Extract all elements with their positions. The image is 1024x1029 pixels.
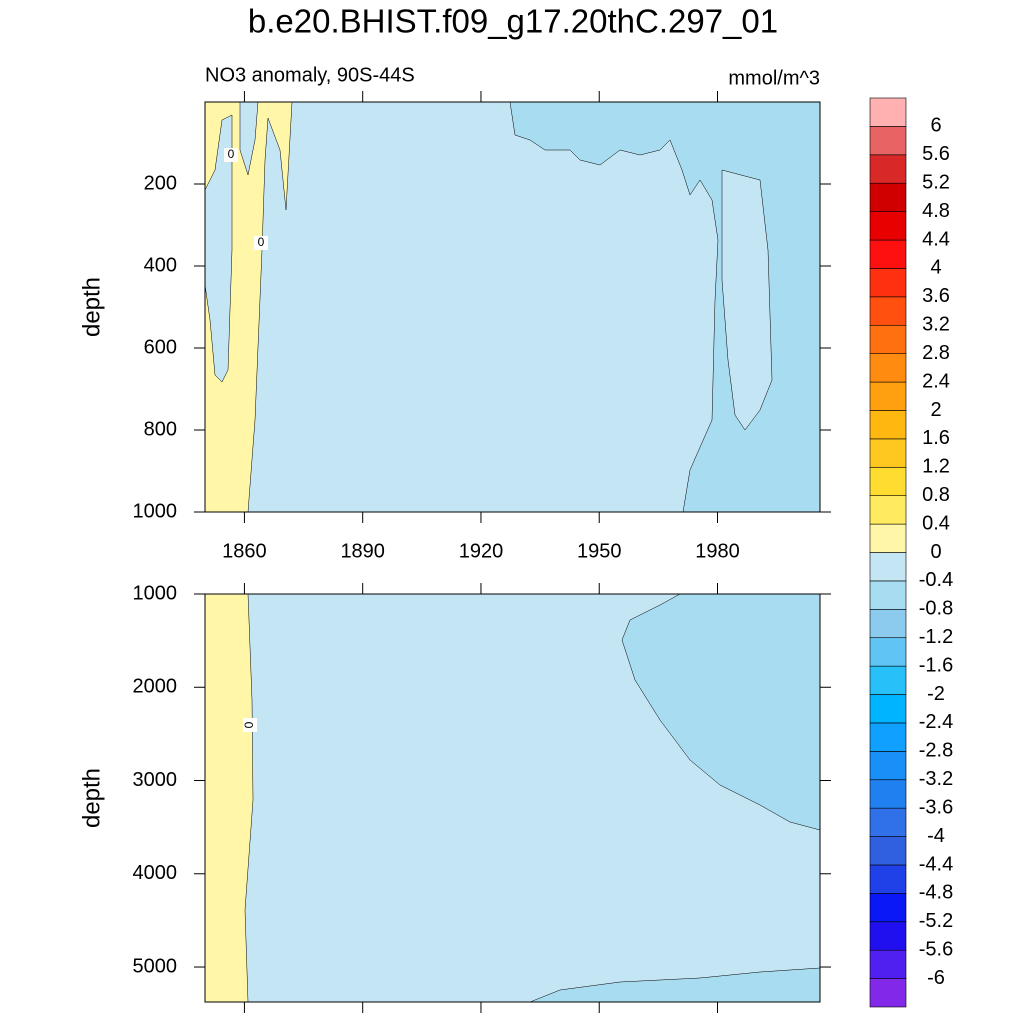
y-axis-label: depth (78, 277, 105, 337)
colorbar-box (869, 268, 907, 298)
contour-label: 0 (258, 235, 265, 249)
colorbar-box (869, 381, 907, 411)
colorbar-box (869, 609, 907, 639)
colorbar-label: 2.4 (922, 370, 950, 392)
colorbar-box (869, 466, 907, 496)
contour-label-bg (243, 718, 257, 732)
colorbar-box (869, 438, 907, 468)
colorbar-box (869, 410, 907, 440)
colorbar-box (869, 637, 907, 667)
x-tick-label: 1950 (577, 540, 622, 562)
colorbar-box (869, 154, 907, 184)
colorbar-label: 0.8 (922, 484, 950, 506)
contour-region (721, 169, 773, 431)
colorbar-label: -3.2 (919, 768, 953, 790)
colorbar-label: 3.6 (922, 285, 950, 307)
colorbar-box (869, 324, 907, 354)
colorbar-box (869, 552, 907, 582)
contour-label-bg (254, 236, 268, 250)
colorbar-box (869, 836, 907, 866)
colorbar-box (869, 97, 907, 127)
y-tick-label: 1000 (133, 582, 178, 604)
y-tick-label: 800 (144, 418, 177, 440)
colorbar-label: -2.8 (919, 740, 953, 762)
colorbar-label: -4.4 (919, 853, 953, 875)
y-tick-label: 400 (144, 254, 177, 276)
colorbar-label: 1.6 (922, 427, 950, 449)
colorbar-label: 4.8 (922, 200, 950, 222)
colorbar-box (869, 665, 907, 695)
colorbar-label: 1.2 (922, 456, 950, 478)
colorbar-label: -3.6 (919, 796, 953, 818)
colorbar-box (869, 353, 907, 383)
y-tick-label: 3000 (133, 769, 178, 791)
x-tick-label: 1980 (695, 540, 740, 562)
colorbar-box (869, 523, 907, 553)
y-tick-label: 600 (144, 336, 177, 358)
colorbar-label: 5.6 (922, 143, 950, 165)
colorbar-label: -2.4 (919, 711, 953, 733)
colorbar-box (869, 694, 907, 724)
colorbar-label: -4.8 (919, 882, 953, 904)
y-tick-label: 5000 (133, 955, 178, 977)
colorbar-box (869, 495, 907, 525)
plot-frame (204, 593, 821, 1003)
colorbar-label: -2 (927, 683, 945, 705)
colorbar-box (869, 807, 907, 837)
colorbar-label: 5.2 (922, 172, 950, 194)
colorbar-box (869, 949, 907, 979)
colorbar-box (869, 864, 907, 894)
colorbar-label: -5.6 (919, 938, 953, 960)
colorbar-label: 0.4 (922, 512, 950, 534)
colorbar-box (869, 239, 907, 269)
colorbar-label: 4 (930, 257, 941, 279)
contour-region (204, 114, 233, 383)
y-tick-label: 2000 (133, 676, 178, 698)
subtitle-left: NO3 anomaly, 90S-44S (205, 64, 415, 86)
colorbar-label: 6 (930, 115, 941, 137)
colorbar-label: 0 (930, 541, 941, 563)
colorbar-label: -0.4 (919, 569, 953, 591)
plot-frame (204, 101, 821, 513)
colorbar-box (869, 921, 907, 951)
colorbar-box (869, 978, 907, 1008)
colorbar-label: -4 (927, 825, 945, 847)
colorbar-label: -5.2 (919, 910, 953, 932)
chart-title: b.e20.BHIST.f09_g17.20thC.297_01 (248, 3, 778, 40)
colorbar-box (869, 893, 907, 923)
x-tick-label: 1920 (459, 540, 504, 562)
colorbar-box (869, 751, 907, 781)
y-axis-label: depth (78, 768, 105, 828)
colorbar-label: 3.2 (922, 314, 950, 336)
x-tick-label: 1890 (340, 540, 385, 562)
contour-label: 0 (228, 147, 235, 161)
y-tick-label: 4000 (133, 862, 178, 884)
colorbar-box (869, 296, 907, 326)
colorbar-box (869, 779, 907, 809)
colorbar-label: 4.4 (922, 228, 950, 250)
colorbar-box (869, 580, 907, 610)
contour-region (204, 593, 254, 1003)
y-tick-label: 200 (144, 172, 177, 194)
y-tick-label: 1000 (133, 500, 178, 522)
contour-label-bg (224, 148, 238, 162)
contour-label: 0 (242, 721, 256, 728)
colorbar-label: -1.2 (919, 626, 953, 648)
colorbar-box (869, 211, 907, 241)
colorbar-label: -1.6 (919, 654, 953, 676)
colorbar-label: 2.8 (922, 342, 950, 364)
colorbar-label: -0.8 (919, 598, 953, 620)
colorbar-box (869, 722, 907, 752)
colorbar-box (869, 126, 907, 156)
x-tick-label: 1860 (222, 540, 267, 562)
colorbar-label: 2 (930, 399, 941, 421)
colorbar-label: -6 (927, 967, 945, 989)
subtitle-right: mmol/m^3 (728, 67, 820, 89)
colorbar-box (869, 182, 907, 212)
